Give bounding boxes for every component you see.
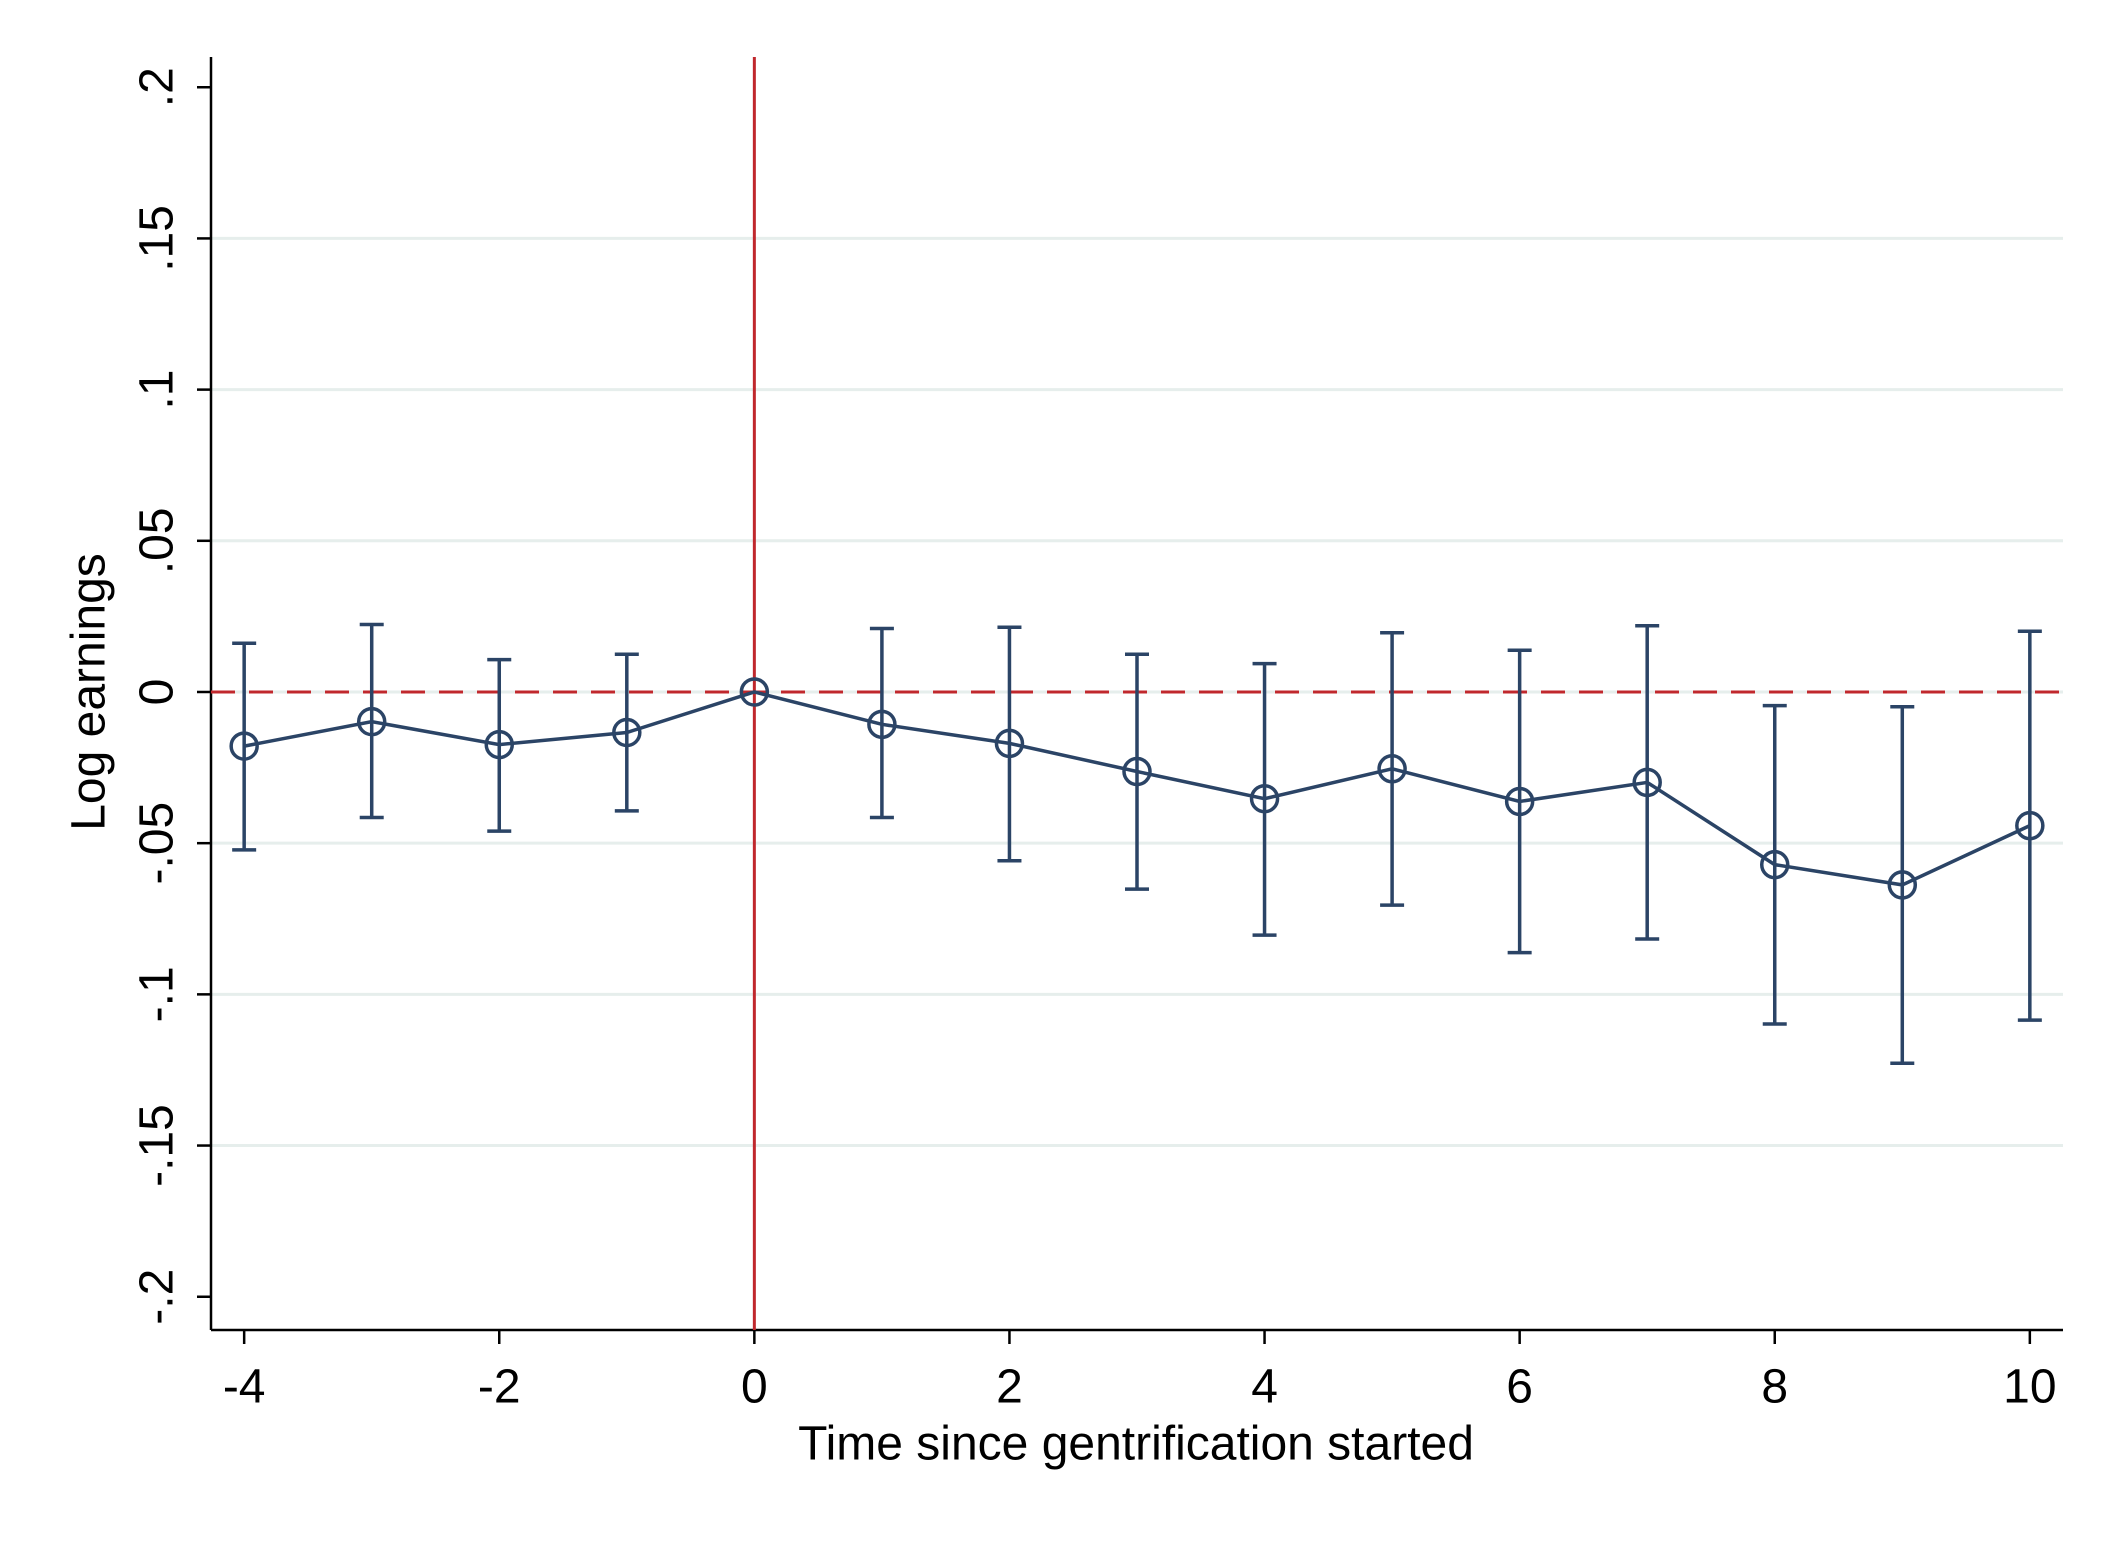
- marker: [612, 717, 642, 748]
- marker: [1632, 767, 1662, 798]
- marker: [739, 677, 770, 707]
- marker: [1249, 783, 1280, 814]
- x-tick-label: 0: [741, 1361, 768, 1414]
- y-axis-label: Log earnings: [63, 553, 116, 831]
- x-tick-label: 4: [1251, 1361, 1278, 1414]
- y-tick-label: -.2: [131, 1269, 184, 1325]
- x-tick-label: 10: [2003, 1361, 2056, 1414]
- marker: [1887, 870, 1918, 900]
- line: [243, 690, 2031, 887]
- marker: [1377, 754, 1407, 784]
- marker: [1759, 849, 1790, 880]
- y-tick-label: -.15: [131, 1104, 184, 1187]
- y-tick-label: -.1: [131, 966, 184, 1022]
- marker: [1504, 786, 1535, 817]
- y-tick-label: -.05: [131, 802, 184, 885]
- x-tick-label: 2: [996, 1361, 1023, 1414]
- y-tick-label: .2: [131, 67, 184, 107]
- x-tick-label: 6: [1506, 1361, 1533, 1414]
- y-tick-label: .15: [131, 205, 184, 272]
- marker: [484, 729, 515, 760]
- x-tick-label: 8: [1761, 1361, 1788, 1414]
- y-tick-label: .1: [131, 370, 184, 410]
- marker: [994, 728, 1025, 759]
- x-tick-label: -4: [223, 1361, 266, 1414]
- x-axis-label: Time since gentrification started: [798, 1418, 1474, 1471]
- marker: [2015, 810, 2045, 841]
- y-tick-label: .05: [131, 507, 184, 574]
- marker: [1122, 756, 1152, 787]
- marker: [867, 709, 897, 740]
- error-bar: [2017, 629, 2042, 1022]
- y-tick-label: 0: [131, 679, 184, 706]
- x-tick-label: -2: [478, 1361, 521, 1414]
- marker: [356, 706, 387, 737]
- marker: [229, 731, 259, 761]
- error-bar: [232, 641, 257, 852]
